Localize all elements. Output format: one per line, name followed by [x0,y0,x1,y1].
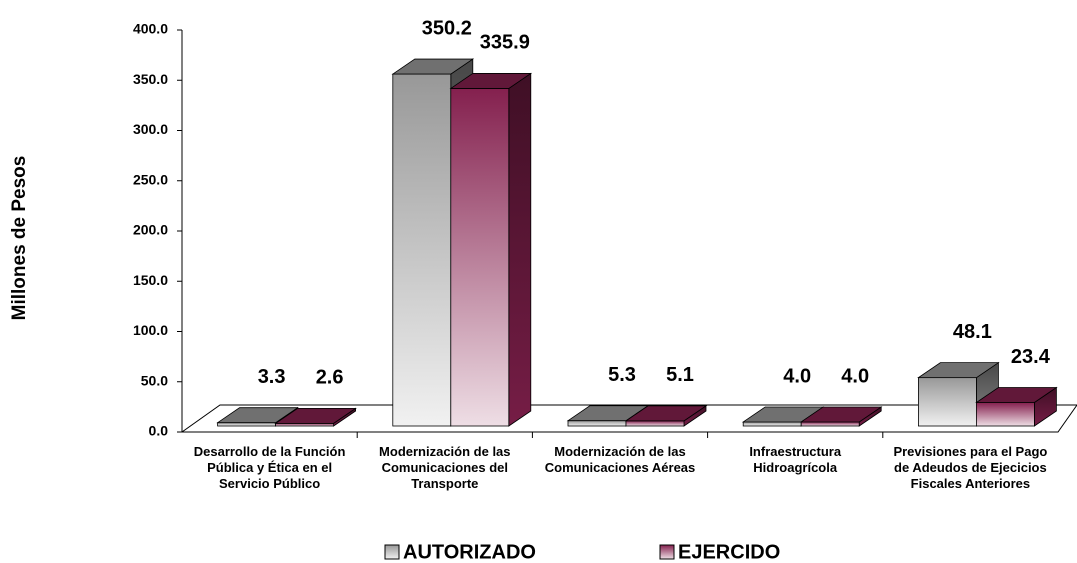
legend-swatch [384,544,400,560]
value-label: 5.3 [608,364,636,386]
y-tick-label: 350.0 [133,71,168,87]
bar [976,402,1035,427]
bar-side [508,72,532,427]
bar [392,73,452,427]
y-tick-label: 200.0 [133,222,168,238]
value-label: 4.0 [841,365,869,387]
value-label: 23.4 [1011,346,1051,368]
value-label: 350.2 [422,17,472,39]
y-tick-label: 400.0 [133,21,168,37]
y-tick-label: 250.0 [133,171,168,187]
bar-top [799,406,883,423]
bar-top [624,405,708,422]
bar [217,422,277,427]
bar [450,88,510,427]
value-label: 4.0 [783,365,811,387]
bar [625,420,685,427]
y-tick-label: 50.0 [141,372,168,388]
bar-top [216,407,299,424]
bar [742,421,802,427]
y-tick-label: 0.0 [149,423,169,439]
value-label: 2.6 [316,367,344,389]
bar-top [274,407,357,424]
y-tick-label: 150.0 [133,272,168,288]
bar [567,420,627,427]
x-tick-label: Desarrollo de la Función Pública y Ética… [193,444,346,491]
x-tick-label: Previsiones para el Pago de Adeudos de E… [893,444,1048,491]
legend-label: AUTORIZADO [403,541,536,563]
bar-top [391,58,475,75]
bar-top [975,387,1058,403]
legend-swatch [659,544,675,560]
x-tick-label: Modernización de las Comunicaciones Aére… [544,444,696,475]
value-label: 48.1 [953,321,992,343]
x-tick-label: Modernización de las Comunicaciones del … [379,444,511,491]
legend-label: EJERCIDO [678,541,780,563]
x-tick-label: Infraestructura Hidroagrícola [749,444,842,475]
value-label: 3.3 [258,366,286,388]
y-tick-label: 300.0 [133,121,168,137]
value-label: 335.9 [480,32,530,54]
y-tick-label: 100.0 [133,322,168,338]
bar [918,377,977,427]
value-label: 5.1 [666,364,694,386]
bar-top [917,362,1000,379]
bar-top [449,73,533,89]
bar [800,421,860,427]
y-axis-label: Millones de Pesos [9,156,30,321]
